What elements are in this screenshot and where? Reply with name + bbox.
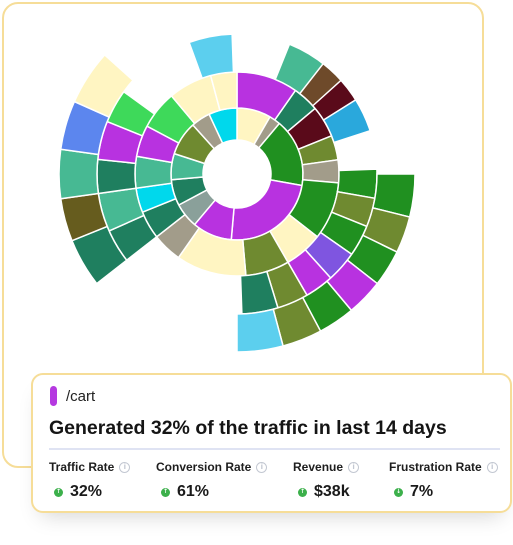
sunburst-segment[interactable]: [188, 33, 235, 80]
metric-label: Traffic Rate: [49, 460, 115, 474]
metric-traffic-rate: Traffic Rate i ↑ 32%: [49, 460, 131, 501]
metric-conversion-rate: Conversion Rate i ↑ 61%: [156, 460, 268, 501]
divider: [49, 448, 500, 450]
metric-revenue: Revenue i ↑ $38k: [293, 460, 360, 501]
metric-value: 7%: [410, 483, 434, 500]
metric-value: 32%: [70, 483, 103, 500]
metric-label: Revenue: [293, 460, 344, 474]
route-detail-card: /cart Generated 32% of the traffic in la…: [31, 373, 512, 513]
route-row: /cart: [50, 386, 95, 406]
route-label: /cart: [66, 387, 96, 405]
trend-down-icon: ↓: [394, 487, 403, 497]
metric-value: 61%: [177, 483, 210, 500]
sunburst-segment[interactable]: [96, 158, 137, 195]
traffic-headline: Generated 32% of the traffic in last 14 …: [49, 417, 447, 439]
sunburst-segment[interactable]: [236, 308, 284, 353]
metric-label: Frustration Rate: [389, 460, 482, 474]
trend-up-icon: ↑: [298, 487, 307, 497]
sunburst-segment[interactable]: [58, 148, 100, 200]
metric-frustration-rate: Frustration Rate i ↓ 7%: [389, 460, 498, 501]
info-icon[interactable]: i: [486, 461, 498, 473]
info-icon[interactable]: i: [256, 461, 268, 473]
sunburst-segment[interactable]: [322, 98, 372, 144]
route-color-swatch: [50, 386, 57, 406]
sunburst-segments: [58, 33, 416, 353]
trend-up-icon: ↑: [161, 487, 170, 497]
sunburst-segment[interactable]: [73, 53, 135, 119]
metric-value: $38k: [314, 483, 350, 500]
trend-up-icon: ↑: [54, 487, 63, 497]
metric-label: Conversion Rate: [156, 460, 252, 474]
info-icon[interactable]: i: [119, 461, 131, 473]
info-icon[interactable]: i: [348, 461, 360, 473]
